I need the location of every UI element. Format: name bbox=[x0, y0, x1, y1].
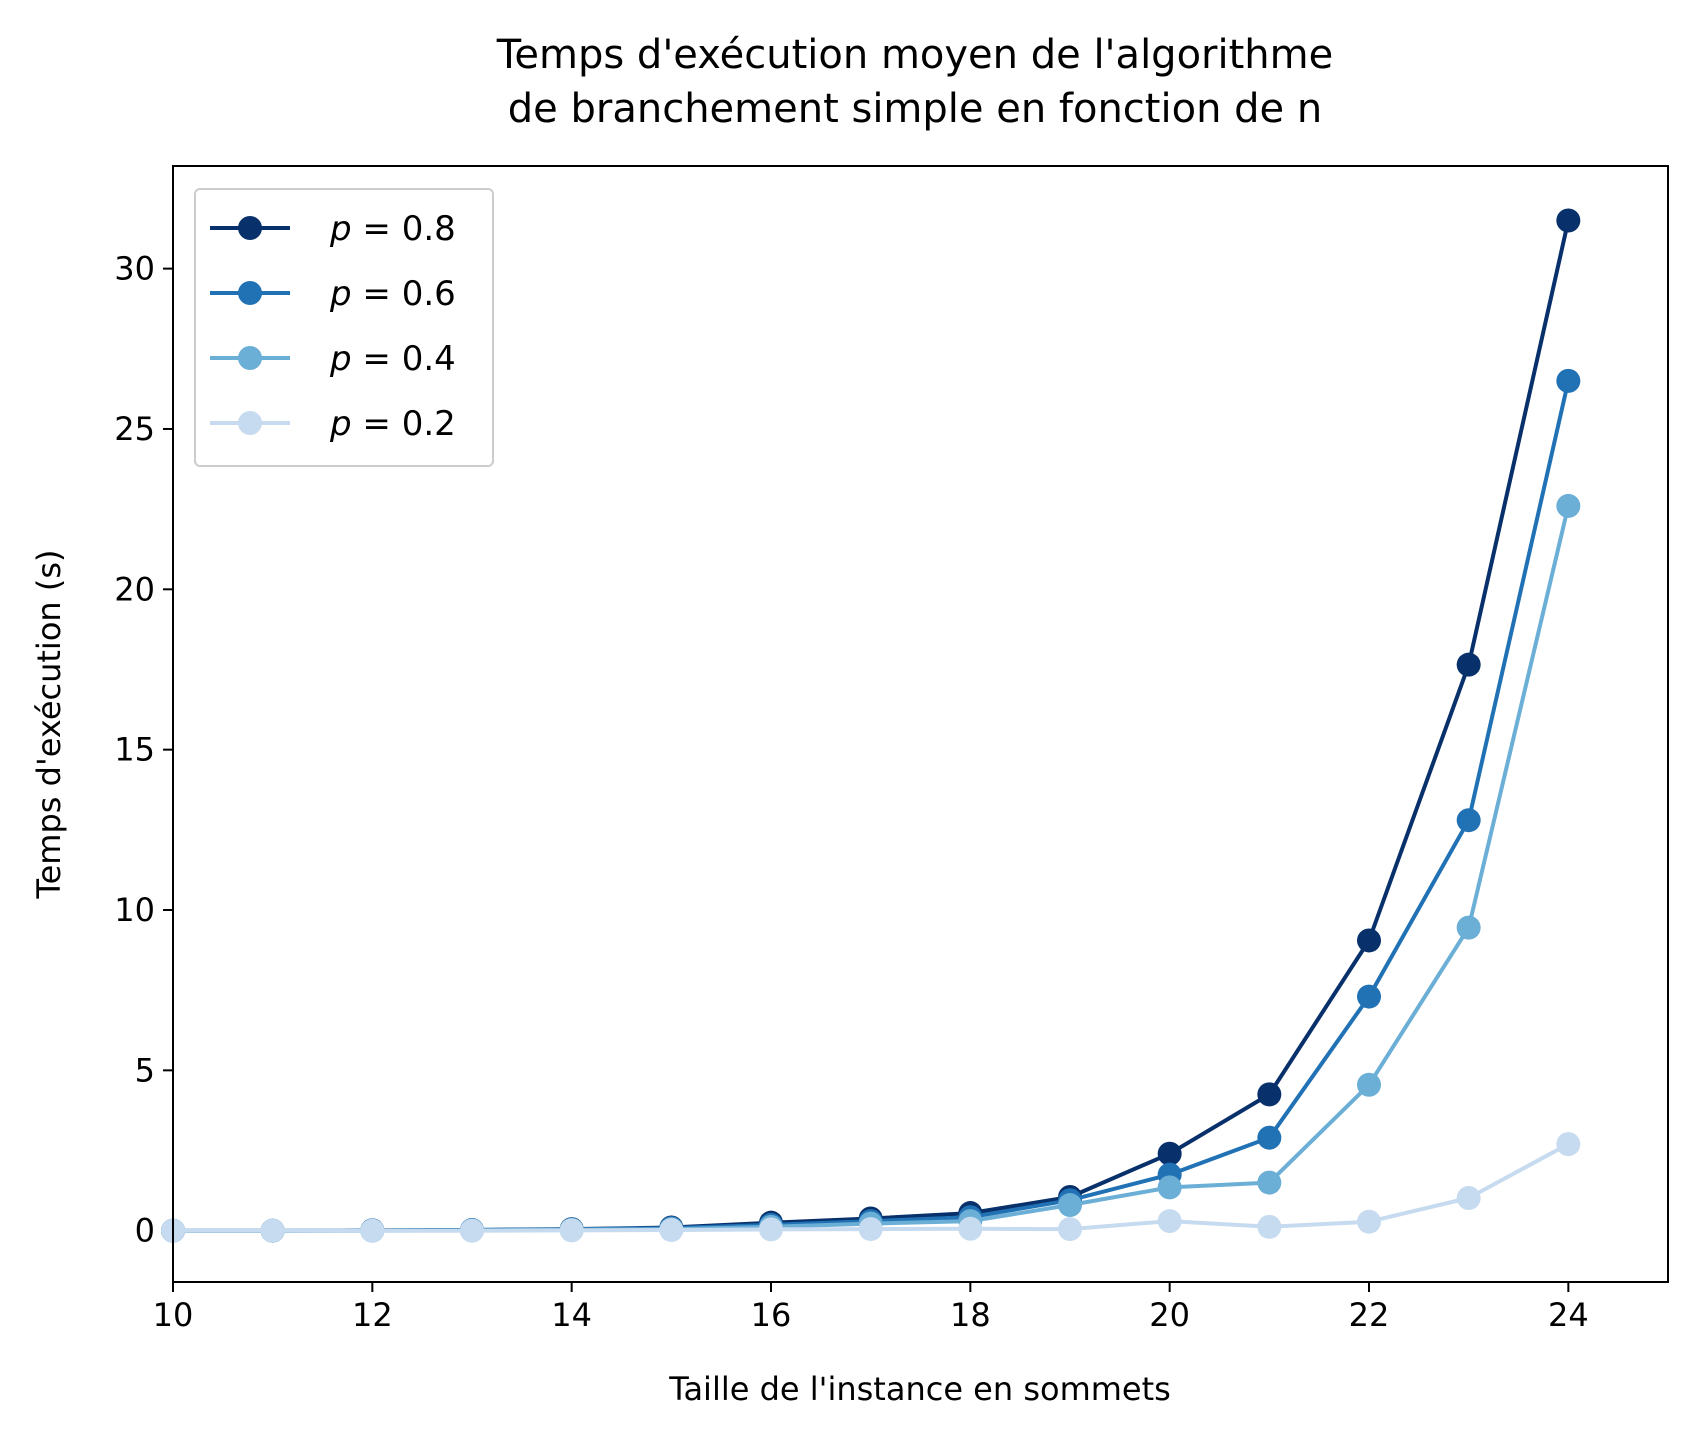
data-point bbox=[1456, 652, 1481, 677]
x-tick-label: 10 bbox=[153, 1296, 194, 1334]
y-tick-label: 15 bbox=[114, 731, 155, 769]
y-tick-label: 20 bbox=[114, 570, 155, 608]
series-line bbox=[173, 380, 1571, 1233]
y-tick-label: 5 bbox=[135, 1051, 155, 1089]
data-point bbox=[1556, 1132, 1581, 1157]
legend-marker bbox=[238, 411, 262, 435]
data-point bbox=[1556, 493, 1581, 518]
legend-marker bbox=[238, 346, 262, 370]
data-point bbox=[1456, 1185, 1481, 1210]
data-point bbox=[559, 1218, 584, 1243]
series-line bbox=[173, 505, 1571, 1233]
data-point bbox=[759, 1217, 783, 1242]
legend-marker bbox=[238, 216, 262, 240]
data-point bbox=[260, 1218, 285, 1243]
y-tick-label: 0 bbox=[135, 1212, 155, 1250]
data-point bbox=[1357, 928, 1381, 953]
legend-label: p = 0.2 bbox=[329, 404, 456, 444]
data-point bbox=[1357, 1209, 1381, 1234]
x-tick-label: 24 bbox=[1548, 1296, 1589, 1334]
data-point bbox=[460, 1218, 484, 1243]
data-point bbox=[1058, 1193, 1082, 1218]
legend-label: p = 0.4 bbox=[329, 339, 456, 379]
legend-item: p = 0.6 bbox=[210, 274, 456, 314]
y-tick-label: 30 bbox=[114, 250, 155, 288]
data-point bbox=[1257, 1170, 1282, 1195]
data-point bbox=[1157, 1175, 1182, 1200]
y-tick-label: 25 bbox=[114, 410, 155, 448]
legend-marker bbox=[238, 281, 262, 305]
data-point bbox=[1556, 368, 1581, 393]
legend-label: p = 0.6 bbox=[329, 274, 456, 314]
data-point bbox=[659, 1218, 684, 1243]
data-point bbox=[1456, 808, 1481, 833]
series-layer bbox=[161, 208, 1581, 1243]
legend-item: p = 0.8 bbox=[210, 209, 456, 249]
x-tick-label: 20 bbox=[1149, 1296, 1190, 1334]
data-point bbox=[958, 1216, 983, 1241]
data-point bbox=[1556, 208, 1581, 233]
x-tick-label: 12 bbox=[352, 1296, 393, 1334]
x-axis-ticks: 10 12 14 16 18 20 22 24 bbox=[153, 1282, 1589, 1334]
y-axis-label: Temps d'exécution (s) bbox=[30, 550, 68, 900]
data-point bbox=[1456, 915, 1481, 940]
y-tick-label: 10 bbox=[114, 891, 155, 929]
data-point bbox=[1257, 1082, 1282, 1107]
legend-label: p = 0.8 bbox=[329, 209, 456, 249]
legend-item: p = 0.2 bbox=[210, 404, 456, 444]
y-axis-ticks: 0 5 10 15 20 25 30 bbox=[114, 250, 173, 1250]
x-tick-label: 14 bbox=[551, 1296, 592, 1334]
chart-title-line-2: de branchement simple en fonction de n bbox=[508, 86, 1322, 132]
x-tick-label: 16 bbox=[751, 1296, 792, 1334]
legend-item: p = 0.4 bbox=[210, 339, 456, 379]
series-0.2 bbox=[161, 1132, 1581, 1243]
data-point bbox=[1257, 1214, 1282, 1239]
axes-frame bbox=[172, 165, 1669, 1283]
x-tick-label: 18 bbox=[950, 1296, 991, 1334]
series-0.4 bbox=[161, 493, 1581, 1243]
data-point bbox=[1357, 984, 1381, 1009]
series-0.6 bbox=[161, 368, 1581, 1243]
data-point bbox=[858, 1217, 883, 1242]
data-point bbox=[1257, 1125, 1282, 1150]
x-axis-label: Taille de l'instance en sommets bbox=[668, 1370, 1171, 1408]
data-point bbox=[1157, 1141, 1182, 1166]
data-point bbox=[1157, 1209, 1182, 1234]
data-point bbox=[1058, 1217, 1082, 1242]
data-point bbox=[360, 1218, 385, 1243]
chart-title-line-1: Temps d'exécution moyen de l'algorithme bbox=[496, 32, 1333, 78]
legend: p = 0.8 p = 0.6 p = 0.4 p = 0.2 bbox=[194, 188, 494, 467]
legend-frame bbox=[194, 188, 494, 467]
x-tick-label: 22 bbox=[1349, 1296, 1390, 1334]
data-point bbox=[1357, 1072, 1381, 1097]
